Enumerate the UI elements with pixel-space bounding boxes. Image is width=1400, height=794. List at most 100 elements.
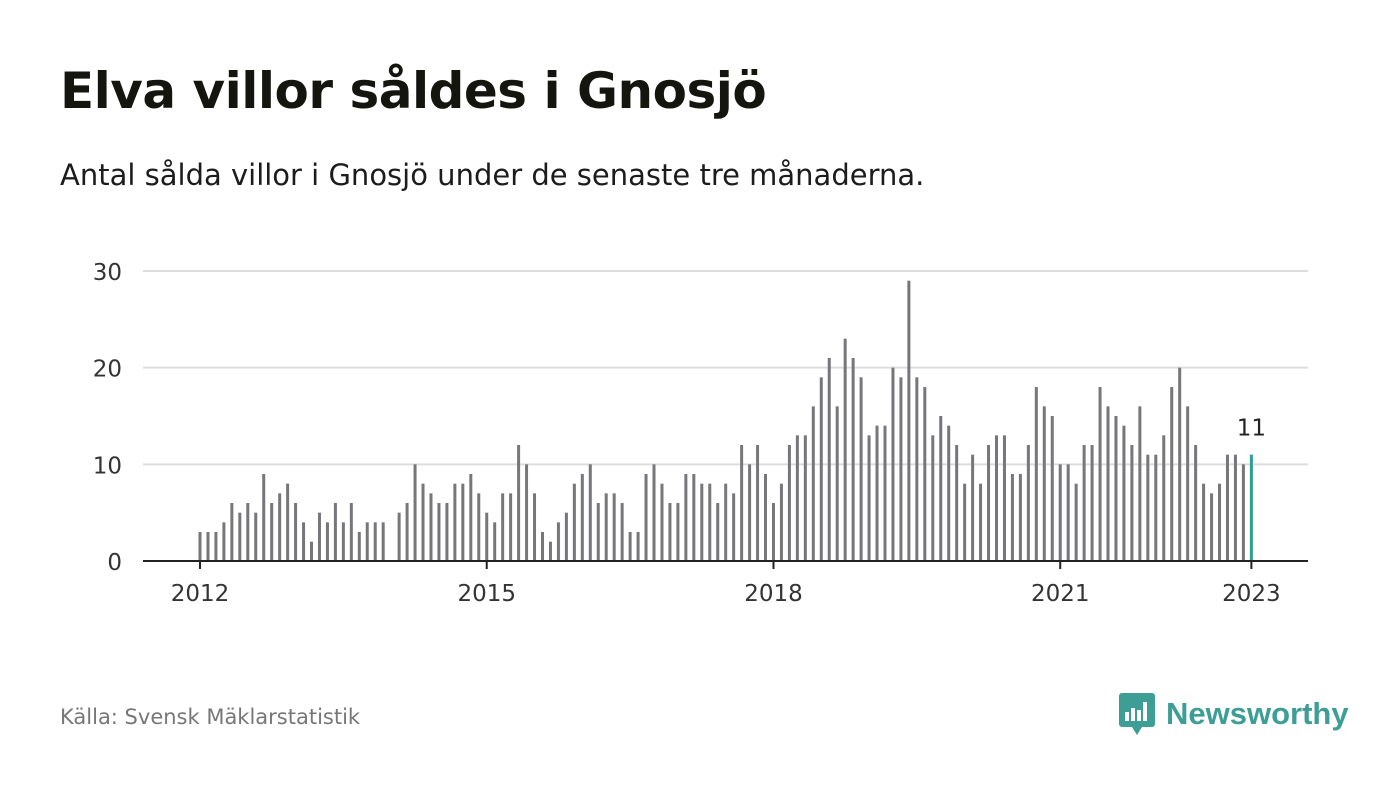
y-tick-label: 30 bbox=[93, 260, 122, 286]
bar bbox=[1233, 454, 1237, 561]
bar bbox=[596, 503, 600, 561]
bar bbox=[652, 464, 656, 561]
x-tick-label: 2015 bbox=[457, 581, 516, 607]
bar bbox=[787, 445, 791, 561]
bar bbox=[1146, 454, 1150, 561]
bar bbox=[955, 445, 959, 561]
bar bbox=[556, 522, 560, 561]
newsworthy-logo-icon bbox=[1119, 693, 1155, 735]
bar bbox=[270, 503, 274, 561]
bar bbox=[660, 483, 664, 561]
bar bbox=[1130, 445, 1134, 561]
bar bbox=[588, 464, 592, 561]
bar bbox=[1090, 445, 1094, 561]
bar bbox=[827, 358, 831, 561]
bar bbox=[230, 503, 234, 561]
bar bbox=[1010, 474, 1014, 561]
bar bbox=[939, 416, 943, 561]
bar bbox=[1202, 483, 1206, 561]
bar bbox=[931, 435, 935, 561]
bar bbox=[708, 483, 712, 561]
bar bbox=[716, 503, 720, 561]
bar bbox=[867, 435, 871, 561]
bar bbox=[1178, 367, 1182, 561]
bar bbox=[1042, 406, 1046, 561]
bar bbox=[493, 522, 497, 561]
x-tick-label: 2018 bbox=[744, 581, 803, 607]
bar bbox=[365, 522, 369, 561]
bar bbox=[533, 493, 537, 561]
bar bbox=[310, 541, 314, 561]
bar bbox=[963, 483, 967, 561]
bar bbox=[923, 387, 927, 561]
bar bbox=[875, 425, 879, 561]
highlight-value-label: 11 bbox=[1237, 416, 1266, 442]
bar bbox=[1114, 416, 1118, 561]
x-tick-label: 2021 bbox=[1031, 581, 1090, 607]
bar bbox=[517, 445, 521, 561]
bar bbox=[668, 503, 672, 561]
bar bbox=[445, 503, 449, 561]
bar bbox=[1162, 435, 1166, 561]
y-tick-label: 10 bbox=[93, 453, 122, 479]
bar bbox=[947, 425, 951, 561]
x-axis-ticks: 2012 2015 2018 2021 2023 bbox=[171, 561, 1281, 607]
bar bbox=[899, 377, 903, 561]
bar bbox=[907, 280, 911, 561]
bar bbox=[1066, 464, 1070, 561]
bars bbox=[198, 280, 1253, 561]
bar bbox=[1225, 454, 1229, 561]
bar bbox=[915, 377, 919, 561]
bar bbox=[325, 522, 329, 561]
bar bbox=[1210, 493, 1214, 561]
bar bbox=[1138, 406, 1142, 561]
brand-name: Newsworthy bbox=[1166, 696, 1349, 731]
bar bbox=[724, 483, 728, 561]
bar bbox=[1058, 464, 1062, 561]
bar bbox=[541, 532, 544, 561]
bar bbox=[294, 503, 298, 561]
bar bbox=[580, 474, 584, 561]
bar bbox=[1074, 483, 1078, 561]
bar bbox=[692, 474, 696, 561]
bar bbox=[198, 532, 202, 561]
bar bbox=[748, 464, 752, 561]
bar bbox=[1106, 406, 1110, 561]
bar bbox=[214, 532, 218, 561]
bar bbox=[1098, 387, 1102, 561]
bar bbox=[971, 454, 975, 561]
bar bbox=[564, 512, 568, 561]
bar bbox=[883, 425, 887, 561]
bar bbox=[851, 358, 855, 561]
bar bbox=[461, 483, 465, 561]
bar bbox=[1050, 416, 1054, 561]
bar bbox=[525, 464, 529, 561]
bar bbox=[1122, 425, 1126, 561]
bar bbox=[612, 493, 616, 561]
bar bbox=[771, 503, 775, 561]
bar bbox=[859, 377, 863, 561]
bar bbox=[700, 483, 704, 561]
bar bbox=[413, 464, 417, 561]
bar bbox=[636, 532, 640, 561]
bar bbox=[819, 377, 823, 561]
bar-chart: 0 10 20 30 2012 2015 2018 2021 2023 11 bbox=[93, 260, 1308, 607]
highlight-bar bbox=[1249, 454, 1253, 561]
bar bbox=[620, 503, 624, 561]
bar bbox=[676, 503, 680, 561]
bar bbox=[987, 445, 991, 561]
bar bbox=[373, 522, 377, 561]
bar bbox=[222, 522, 226, 561]
bar bbox=[317, 512, 321, 561]
bar bbox=[1034, 387, 1038, 561]
bar bbox=[891, 367, 895, 561]
bar bbox=[803, 435, 807, 561]
bar bbox=[397, 512, 401, 561]
bar bbox=[302, 522, 306, 561]
brand-logo[interactable]: Newsworthy bbox=[1118, 690, 1349, 738]
bar bbox=[381, 522, 385, 561]
bar bbox=[779, 483, 783, 561]
bar bbox=[1186, 406, 1190, 561]
bar bbox=[1026, 445, 1030, 561]
bar bbox=[405, 503, 409, 561]
